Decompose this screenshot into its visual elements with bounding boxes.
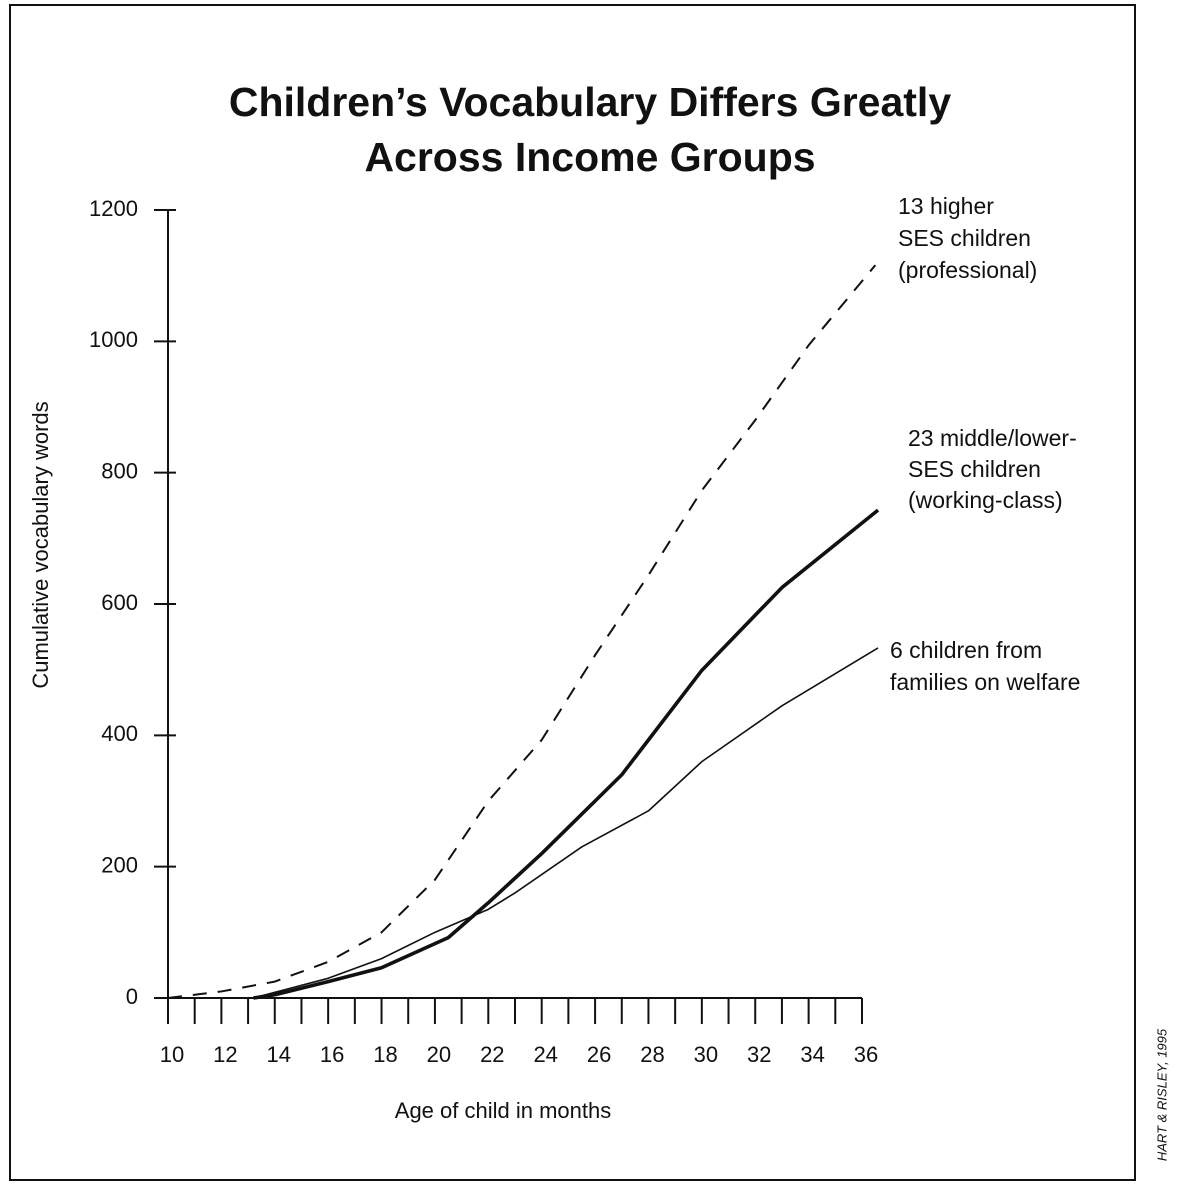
series-annotation: 6 children from [890, 637, 1042, 663]
x-axis-label: Age of child in months [395, 1098, 611, 1123]
series-line [253, 647, 879, 999]
x-tick-label: 32 [747, 1042, 771, 1067]
x-tick-label: 16 [320, 1042, 344, 1067]
y-tick-label: 400 [101, 721, 138, 746]
x-tick-label: 20 [427, 1042, 451, 1067]
y-tick-label: 1200 [89, 196, 138, 221]
x-tick-label: 26 [587, 1042, 611, 1067]
x-tick-label: 36 [854, 1042, 878, 1067]
x-tick-label: 24 [533, 1042, 557, 1067]
x-tick-label: 12 [213, 1042, 237, 1067]
series-annotation: (professional) [898, 257, 1037, 283]
series-line [253, 508, 880, 1000]
x-tick-label: 14 [267, 1042, 291, 1067]
x-tick-label: 18 [373, 1042, 397, 1067]
chart-title: Children’s Vocabulary Differs Greatly [229, 79, 951, 125]
y-tick-label: 1000 [89, 327, 138, 352]
x-tick-label: 34 [800, 1042, 824, 1067]
y-tick-label: 0 [126, 984, 138, 1009]
chart-title: Across Income Groups [364, 134, 815, 180]
series-annotation: 23 middle/lower- [908, 425, 1077, 451]
series-annotation: 13 higher [898, 193, 994, 219]
series-annotation: SES children [908, 456, 1041, 482]
series-line [167, 264, 877, 999]
y-tick-label: 200 [101, 852, 138, 877]
y-tick-label: 800 [101, 458, 138, 483]
x-tick-label: 30 [694, 1042, 718, 1067]
frame [9, 4, 1136, 1181]
x-tick-label: 28 [640, 1042, 664, 1067]
credit: HART & RISLEY, 1995 [1154, 1028, 1169, 1161]
x-tick-label: 10 [160, 1042, 184, 1067]
series-annotation: (working-class) [908, 487, 1063, 513]
y-axis-label: Cumulative vocabulary words [28, 401, 53, 688]
x-tick-label: 22 [480, 1042, 504, 1067]
series-annotation: SES children [898, 225, 1031, 251]
y-tick-label: 600 [101, 590, 138, 615]
series-annotation: families on welfare [890, 669, 1080, 695]
